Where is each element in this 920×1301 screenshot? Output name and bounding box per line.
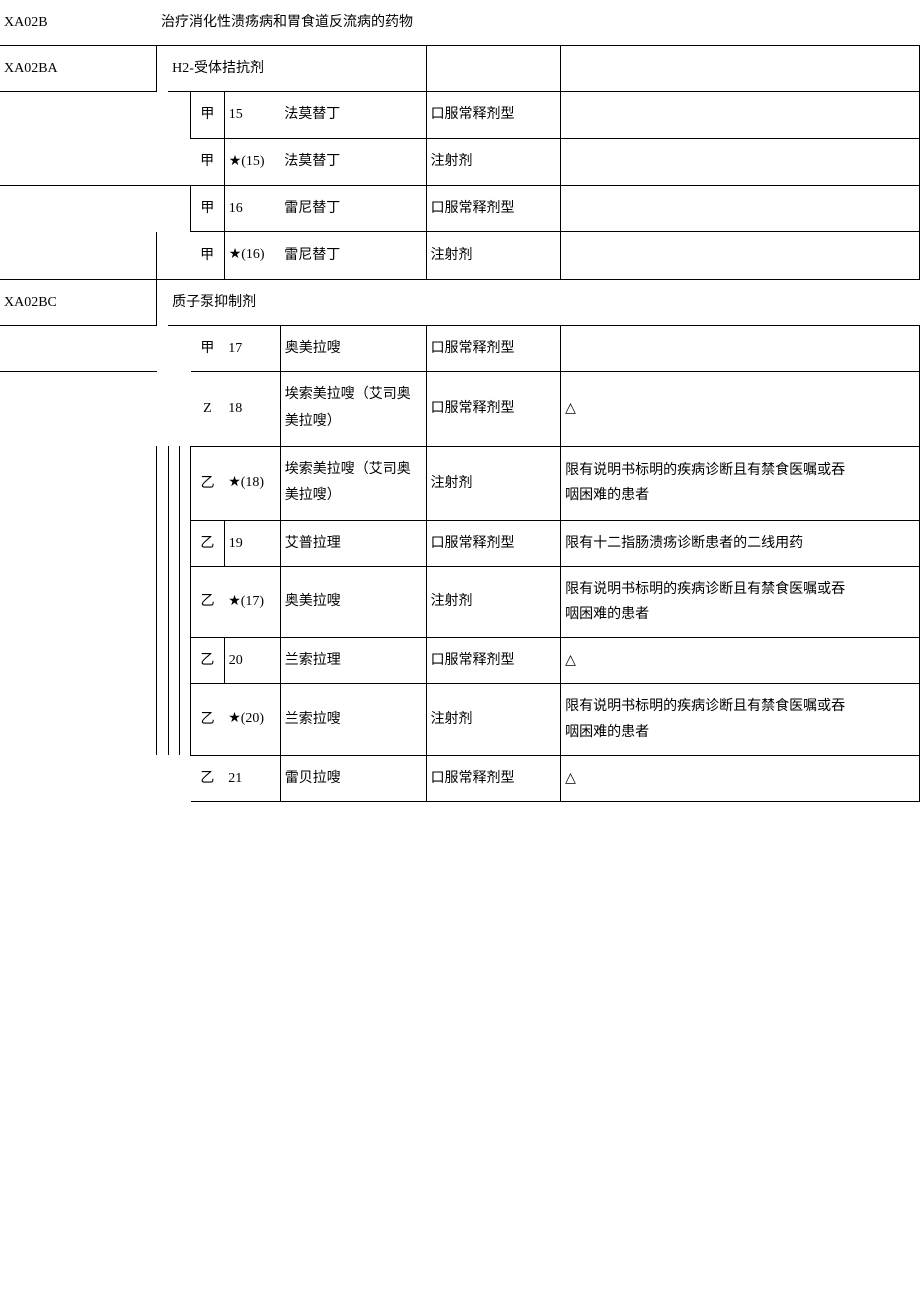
drug-remark (561, 326, 920, 372)
drug-remark: △ (561, 372, 920, 446)
drug-row: 乙 ★(20) 兰索拉嗖 注射剂 限有说明书标明的疾病诊断且有禁食医嘱或吞咽困难… (0, 684, 920, 755)
drug-number: 19 (224, 520, 280, 566)
drug-name: 法莫替丁 (280, 138, 426, 186)
drug-row: 甲 15 法莫替丁 口服常释剂型 (0, 92, 920, 138)
drug-name: 法莫替丁 (280, 92, 426, 138)
category-row-xa02b: XA02B 治疗消化性溃疡病和胃食道反流病的药物 (0, 0, 920, 46)
drug-class: 乙 (191, 684, 225, 755)
category-title: 治疗消化性溃疡病和胃食道反流病的药物 (157, 0, 426, 46)
drug-remark: △ (561, 755, 920, 801)
drug-number: ★(17) (224, 566, 280, 637)
drug-catalog-table: XA02B 治疗消化性溃疡病和胃食道反流病的药物 XA02BA H2-受体拮抗剂… (0, 0, 920, 802)
drug-number: 20 (224, 638, 280, 684)
category-code: XA02BC (0, 279, 157, 325)
drug-remark (561, 232, 920, 280)
drug-row: 乙 21 雷贝拉嗖 口服常释剂型 △ (0, 755, 920, 801)
drug-number: ★(15) (224, 138, 280, 186)
drug-class: 乙 (191, 520, 225, 566)
drug-form: 注射剂 (426, 684, 561, 755)
drug-row: 乙 19 艾普拉理 口服常释剂型 限有十二指肠溃疡诊断患者的二线用药 (0, 520, 920, 566)
drug-form: 注射剂 (426, 566, 561, 637)
drug-class: 甲 (191, 138, 225, 186)
drug-name: 艾普拉理 (280, 520, 426, 566)
drug-remark: 限有说明书标明的疾病诊断且有禁食医嘱或吞咽困难的患者 (561, 684, 920, 755)
category-title: H2-受体拮抗剂 (168, 46, 426, 92)
drug-form: 注射剂 (426, 232, 561, 280)
drug-name: 奥美拉嗖 (280, 566, 426, 637)
drug-number: ★(16) (224, 232, 280, 280)
drug-row: 乙 ★(18) 埃索美拉嗖（艾司奥美拉嗖） 注射剂 限有说明书标明的疾病诊断且有… (0, 446, 920, 520)
drug-row: 甲 17 奥美拉嗖 口服常释剂型 (0, 326, 920, 372)
drug-name: 奥美拉嗖 (280, 326, 426, 372)
drug-class: 甲 (191, 326, 225, 372)
drug-form: 注射剂 (426, 138, 561, 186)
drug-form: 口服常释剂型 (426, 638, 561, 684)
drug-name: 雷贝拉嗖 (280, 755, 426, 801)
drug-number: 18 (224, 372, 280, 446)
drug-remark (561, 92, 920, 138)
drug-row: 甲 ★(15) 法莫替丁 注射剂 (0, 138, 920, 186)
drug-remark: 限有说明书标明的疾病诊断且有禁食医嘱或吞咽困难的患者 (561, 446, 920, 520)
drug-class: 甲 (191, 186, 225, 232)
drug-class: 乙 (191, 566, 225, 637)
drug-number: 17 (224, 326, 280, 372)
drug-form: 口服常释剂型 (426, 186, 561, 232)
drug-remark: △ (561, 638, 920, 684)
drug-class: 乙 (191, 446, 225, 520)
drug-row: 乙 20 兰索拉理 口服常释剂型 △ (0, 638, 920, 684)
drug-number: 21 (224, 755, 280, 801)
drug-number: ★(20) (224, 684, 280, 755)
drug-number: 15 (224, 92, 280, 138)
drug-number: 16 (224, 186, 280, 232)
drug-name: 雷尼替丁 (280, 232, 426, 280)
drug-form: 口服常释剂型 (426, 92, 561, 138)
drug-class: Z (191, 372, 225, 446)
drug-form: 口服常释剂型 (426, 372, 561, 446)
drug-remark: 限有十二指肠溃疡诊断患者的二线用药 (561, 520, 920, 566)
category-row-xa02bc: XA02BC 质子泵抑制剂 (0, 279, 920, 325)
drug-form: 口服常释剂型 (426, 326, 561, 372)
drug-class: 甲 (191, 92, 225, 138)
drug-number: ★(18) (224, 446, 280, 520)
drug-class: 甲 (191, 232, 225, 280)
drug-class: 乙 (191, 755, 225, 801)
drug-row: 乙 ★(17) 奥美拉嗖 注射剂 限有说明书标明的疾病诊断且有禁食医嘱或吞咽困难… (0, 566, 920, 637)
category-code: XA02BA (0, 46, 157, 92)
drug-remark (561, 138, 920, 186)
drug-form: 注射剂 (426, 446, 561, 520)
drug-name: 兰索拉理 (280, 638, 426, 684)
category-title: 质子泵抑制剂 (168, 279, 426, 325)
drug-name: 雷尼替丁 (280, 186, 426, 232)
drug-class: 乙 (191, 638, 225, 684)
drug-form: 口服常释剂型 (426, 755, 561, 801)
drug-row: 甲 16 雷尼替丁 口服常释剂型 (0, 186, 920, 232)
category-row-xa02ba: XA02BA H2-受体拮抗剂 (0, 46, 920, 92)
drug-form: 口服常释剂型 (426, 520, 561, 566)
drug-remark: 限有说明书标明的疾病诊断且有禁食医嘱或吞咽困难的患者 (561, 566, 920, 637)
category-code: XA02B (0, 0, 157, 46)
drug-remark (561, 186, 920, 232)
drug-row: 甲 ★(16) 雷尼替丁 注射剂 (0, 232, 920, 280)
drug-name: 埃索美拉嗖（艾司奥美拉嗖） (280, 446, 426, 520)
drug-name: 埃索美拉嗖（艾司奥美拉嗖） (280, 372, 426, 446)
drug-row: Z 18 埃索美拉嗖（艾司奥美拉嗖） 口服常释剂型 △ (0, 372, 920, 446)
drug-name: 兰索拉嗖 (280, 684, 426, 755)
